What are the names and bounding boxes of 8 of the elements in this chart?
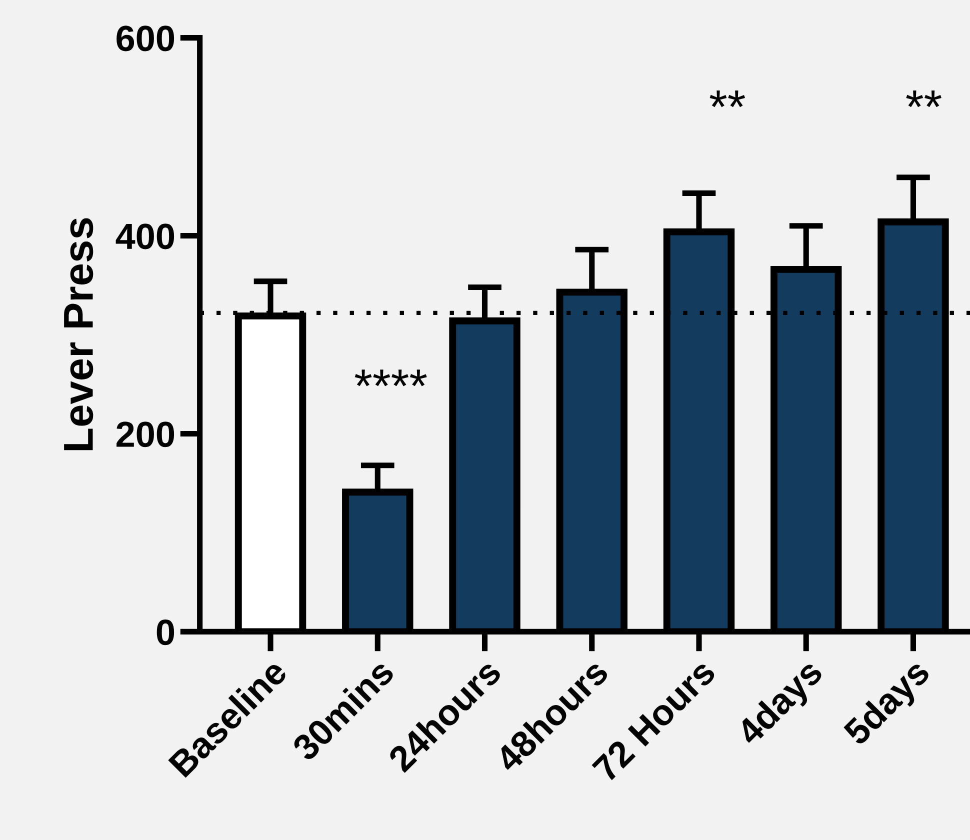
annotation: ** [906,90,942,108]
annotation: **** [354,370,427,386]
y-axis-title: Lever Press [64,218,94,450]
annotation: ** [710,90,746,108]
y-tick-label: 0 [156,620,174,646]
y-tick-label: 400 [116,224,174,250]
y-tick-label: 200 [116,422,174,448]
y-tick-label: 600 [116,26,174,52]
